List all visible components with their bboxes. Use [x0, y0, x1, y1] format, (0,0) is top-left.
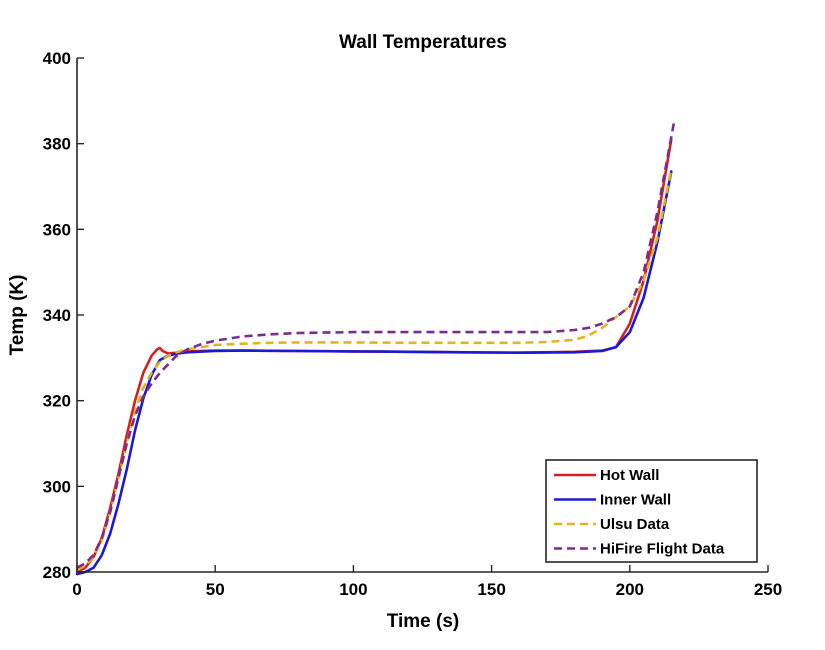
ticks: 0 50 100 150 200 250 280 300 320 340 360 380 400	[43, 49, 783, 599]
x-tick-label: 0	[72, 580, 81, 599]
series-line-2	[75, 170, 673, 576]
x-tick-label: 250	[754, 580, 782, 599]
y-tick-label: 320	[43, 392, 71, 411]
y-tick-label: 380	[43, 135, 71, 154]
legend-label: HiFire Flight Data	[600, 541, 725, 558]
y-tick-label: 300	[43, 477, 71, 496]
y-tick-label: 280	[43, 563, 71, 582]
legend-box	[545, 459, 758, 563]
x-axis-label: Time (s)	[387, 611, 460, 632]
y-tick-label: 360	[43, 220, 71, 239]
x-tick-label: 150	[477, 580, 505, 599]
chart-title: Wall Temperatures	[339, 32, 507, 53]
legend: Hot Wall Inner Wall Ulsu Data HiFire Flight…	[545, 459, 758, 563]
x-tick-label: 200	[616, 580, 644, 599]
x-tick-label: 100	[339, 580, 367, 599]
plot-lines	[75, 122, 676, 576]
x-tick-label: 50	[206, 580, 225, 599]
legend-label: Inner Wall	[600, 492, 671, 509]
series-line-4	[76, 122, 676, 569]
legend-label: Ulsu Data	[600, 516, 670, 533]
y-tick-label: 340	[43, 306, 71, 325]
y-axis-label: Temp (K)	[7, 275, 28, 356]
y-tick-label: 400	[43, 49, 71, 68]
legend-label: Hot Wall	[600, 467, 659, 484]
